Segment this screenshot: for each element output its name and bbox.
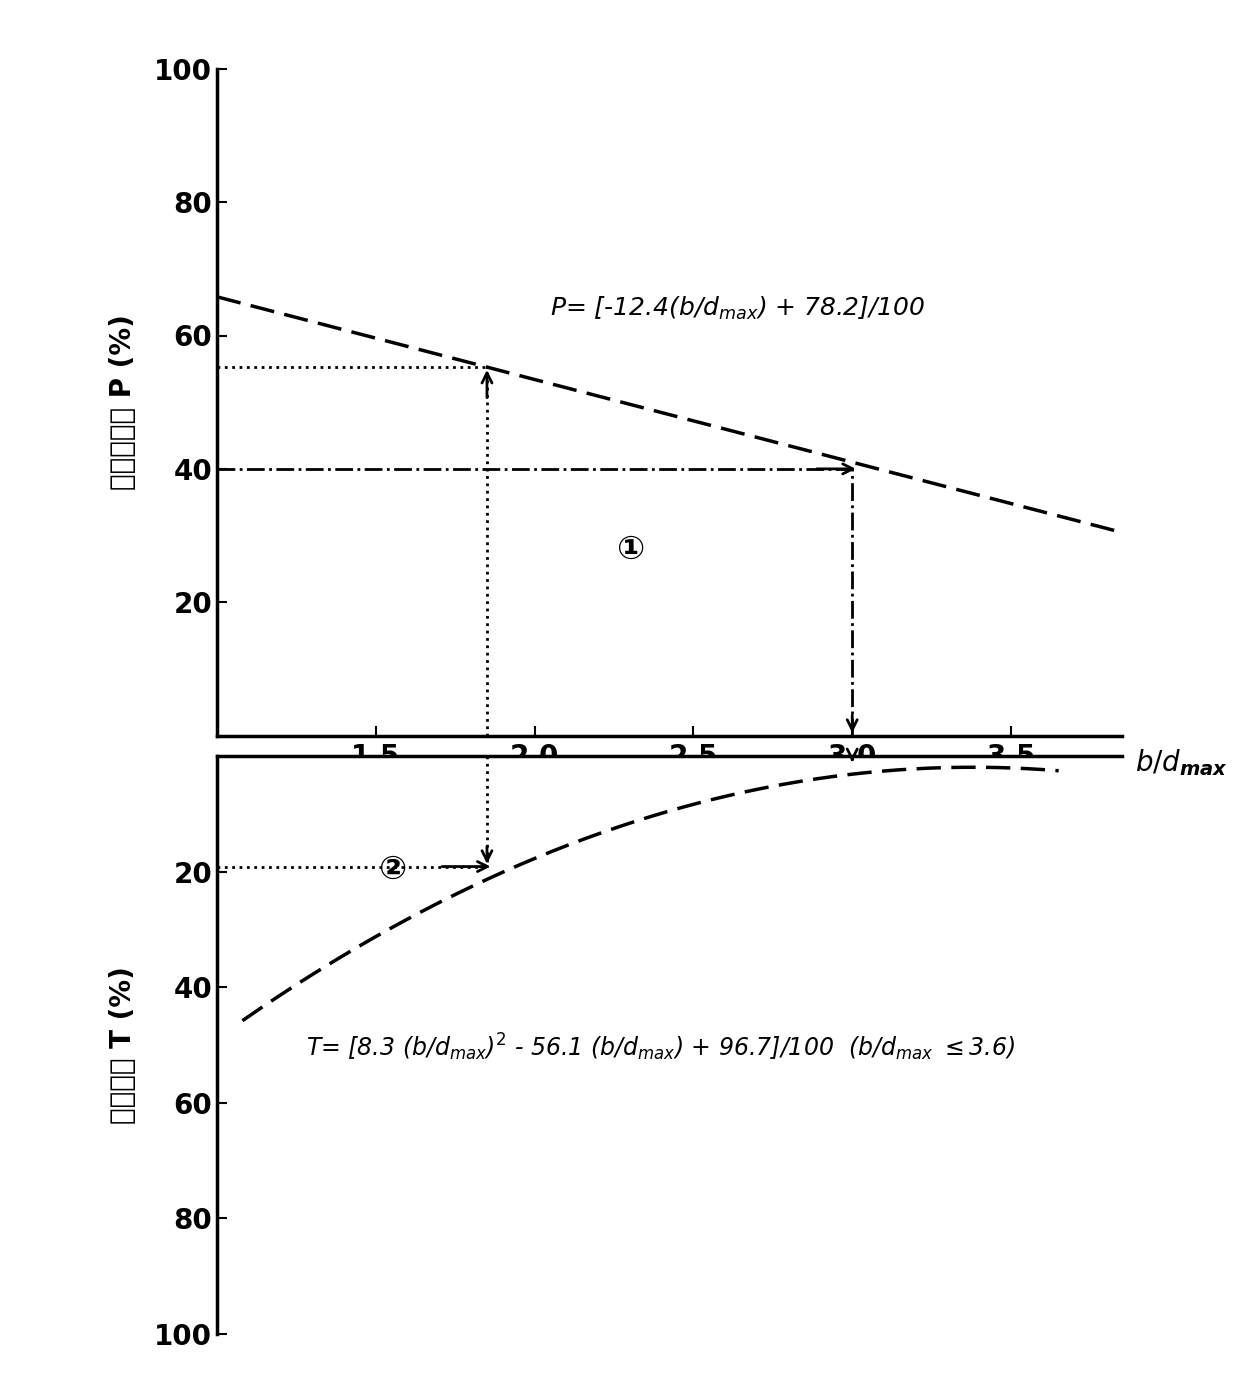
Text: ②: ② — [377, 852, 405, 886]
Y-axis label: 拦截效率 T (%): 拦截效率 T (%) — [109, 967, 138, 1123]
Text: $T$= [8.3 ($b$/$d_\mathregular{max}$)$^2$ - 56.1 ($b$/$d_\mathregular{max}$) + 9: $T$= [8.3 ($b$/$d_\mathregular{max}$)$^2… — [306, 1031, 1014, 1063]
Text: $b/d_\mathregular{max}$: $b/d_\mathregular{max}$ — [1135, 747, 1228, 778]
Text: $P$= [-12.4($b$/$d_\mathregular{max}$) + 78.2]/100: $P$= [-12.4($b$/$d_\mathregular{max}$) +… — [551, 294, 926, 322]
Text: ①: ① — [616, 532, 644, 565]
Y-axis label: 速度减小率 P (%): 速度减小率 P (%) — [109, 315, 138, 490]
